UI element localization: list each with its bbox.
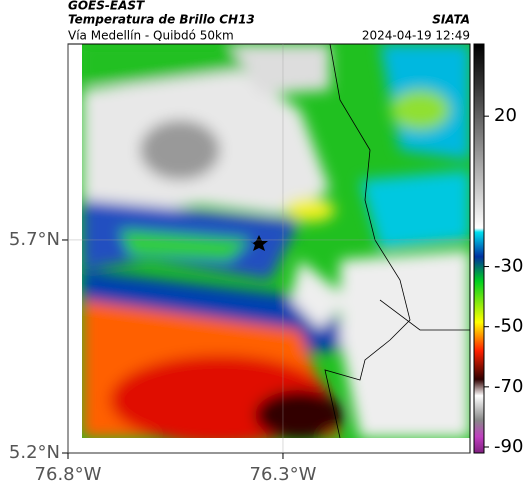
y-tick-label: 5.2°N [9,442,60,463]
colorbar-tick-label: -70 [494,376,523,397]
colorbar-tick-label: 20 [494,105,517,126]
colorbar-tick-label: -90 [494,436,523,457]
source: SIATA [432,13,470,27]
subtitle: Temperatura de Brillo CH13 [68,13,255,27]
x-tick-label: 76.8°W [35,464,102,485]
region: Vía Medellín - Quibdó 50km [68,29,234,43]
datetime: 2024-04-19 12:49 [362,29,470,43]
colorbar-tick-label: -30 [494,256,523,277]
colorbar [473,43,485,454]
x-tick-label: 76.3°W [250,464,317,485]
colorbar-tick-label: -50 [494,316,523,337]
satellite-image [82,44,470,438]
title: GOES-EAST [68,0,145,13]
y-tick-label: 5.7°N [9,229,60,250]
